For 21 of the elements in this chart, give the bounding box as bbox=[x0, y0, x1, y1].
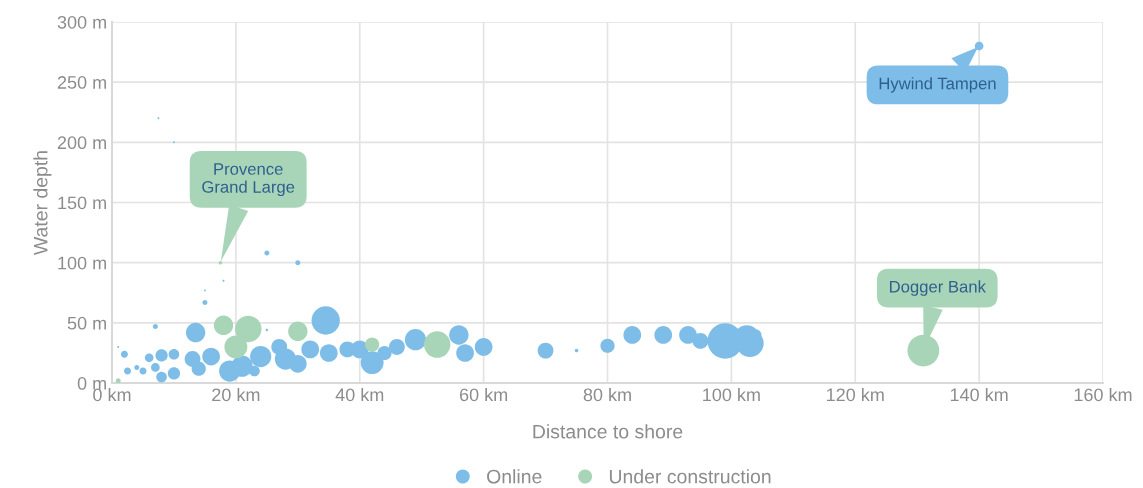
x-tick-label: 120 km bbox=[827, 387, 884, 402]
y-tick-label: 250 m bbox=[57, 76, 106, 89]
annotation: Provence Grand Large bbox=[202, 163, 295, 197]
annotation: Hywind Tampen bbox=[879, 77, 996, 93]
y-tick-label: 200 m bbox=[57, 136, 106, 150]
annotation: Dogger Bank bbox=[890, 280, 986, 296]
legend-label: Online bbox=[487, 469, 542, 484]
x-tick-label: 40 km bbox=[335, 387, 384, 402]
x-tick-label: 100 km bbox=[703, 387, 760, 402]
x-axis-title: Distance to shore bbox=[533, 424, 683, 439]
x-tick-label: 60 km bbox=[459, 387, 508, 402]
y-tick-label: 300 m bbox=[57, 15, 106, 29]
x-tick-label: 20 km bbox=[212, 387, 260, 402]
x-tick-label: 140 km bbox=[950, 387, 1008, 402]
y-tick-label: 100 m bbox=[58, 256, 106, 270]
y-axis-title: Water depth bbox=[33, 151, 52, 256]
y-tick-label: 150 m bbox=[58, 196, 106, 210]
x-tick-label: 160 km bbox=[1074, 387, 1132, 402]
x-tick-label: 80 km bbox=[583, 387, 631, 402]
y-tick-label: 50 m bbox=[67, 316, 106, 330]
legend-label: Under construction bbox=[609, 469, 771, 484]
